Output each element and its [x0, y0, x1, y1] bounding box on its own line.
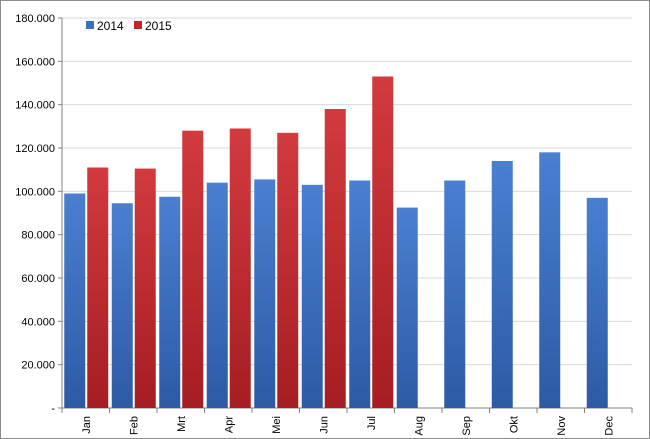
bar-2014-Apr: [206, 182, 228, 408]
x-tick-label: Jan: [81, 416, 93, 434]
x-tick-label: Okt: [508, 416, 520, 433]
legend-label-2014: 2014: [97, 19, 124, 33]
legend: 2014 2015: [86, 19, 172, 33]
legend-swatch-2015: [134, 21, 142, 29]
bar-2015-Jan: [87, 167, 109, 408]
x-tick-label: Mrt: [176, 416, 188, 432]
bar-2014-Sep: [444, 180, 466, 408]
bar-2015-Mrt: [182, 130, 204, 408]
bar-2014-Jul: [349, 180, 371, 408]
bar-2015-Jul: [372, 76, 394, 408]
x-tick-label: Mei: [271, 416, 283, 434]
y-tick-label: 140.000: [15, 100, 55, 112]
bar-2015-Feb: [134, 168, 156, 408]
x-tick-label: Apr: [223, 416, 235, 433]
x-tick-label: Jun: [318, 416, 330, 434]
gridlines: [62, 17, 632, 366]
y-tick-label: 60.000: [21, 273, 55, 285]
y-axis-ticks: - 20.000 40.000 60.000 80.000 100.000 120.000 1…: [15, 13, 62, 415]
bar-2014-Jan: [64, 193, 86, 408]
y-tick-label: 80.000: [21, 230, 55, 242]
x-tick-label: Nov: [556, 416, 568, 436]
y-tick-label: 120.000: [15, 143, 55, 155]
x-tick-label: Jul: [366, 416, 378, 430]
x-tick-label: Sep: [461, 416, 473, 436]
bar-2014-Feb: [111, 203, 133, 408]
bar-2015-Apr: [229, 128, 251, 408]
bar-2014-Okt: [491, 161, 513, 408]
bars: [64, 76, 608, 409]
y-tick-label: 180.000: [15, 13, 55, 25]
y-tick-label: -: [51, 403, 55, 415]
y-tick-label: 160.000: [15, 56, 55, 68]
bar-2015-Mei: [277, 132, 299, 409]
bar-2014-Mrt: [159, 196, 181, 408]
bar-2014-Jun: [301, 184, 323, 408]
x-tick-label: Feb: [128, 416, 140, 435]
bar-2014-Aug: [396, 207, 418, 408]
x-tick-label: Aug: [413, 416, 425, 436]
x-tick-label: Dec: [603, 416, 615, 436]
bar-2014-Dec: [586, 197, 608, 408]
bar-2015-Jun: [324, 109, 346, 408]
y-tick-label: 100.000: [15, 186, 55, 198]
y-tick-label: 20.000: [21, 360, 55, 372]
legend-label-2015: 2015: [145, 19, 172, 33]
x-axis-ticks: Jan Feb Mrt Apr Mei Jun Jul Aug Sep Okt Nov Dec: [61, 408, 633, 436]
bar-2014-Mei: [254, 179, 276, 408]
legend-swatch-2014: [86, 21, 94, 29]
bar-2014-Nov: [539, 152, 561, 408]
y-tick-label: 40.000: [21, 316, 55, 328]
